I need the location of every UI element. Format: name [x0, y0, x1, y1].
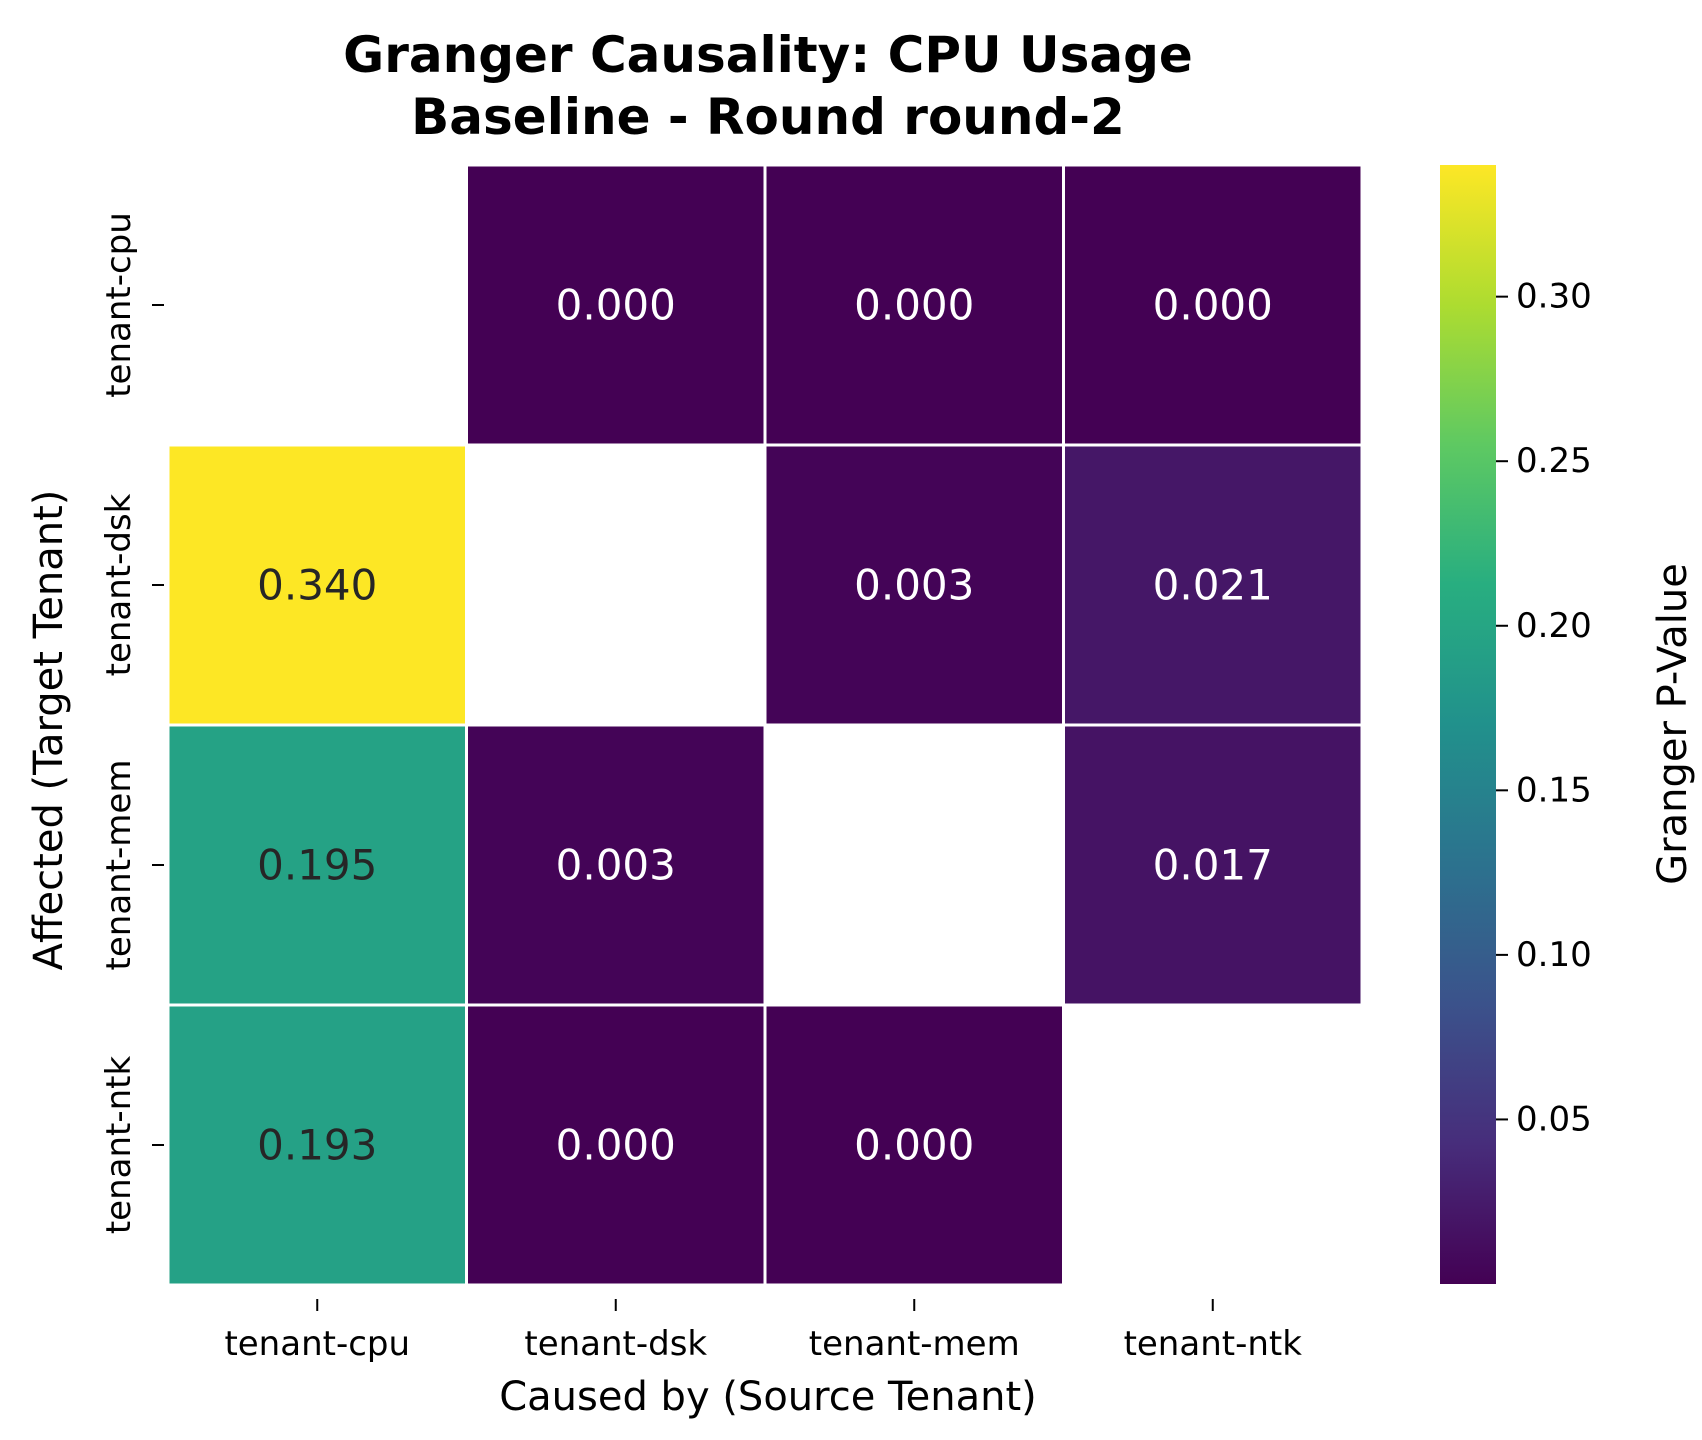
chart-title-line-2: Baseline - Round round-2	[411, 88, 1125, 146]
colorbar-tick-label: 0.15	[1516, 770, 1592, 810]
colorbar-tick-label: 0.05	[1516, 1099, 1592, 1139]
cell-value-label: 0.017	[1153, 841, 1273, 890]
heatmap-cell	[465, 723, 767, 1007]
y-tick-label: tenant-mem	[99, 760, 139, 971]
cell-value-label: 0.000	[1153, 281, 1273, 330]
y-tick-label: tenant-cpu	[99, 212, 139, 398]
heatmap-cell	[763, 443, 1065, 727]
cell-value-label: 0.021	[1153, 561, 1273, 610]
x-tick-label: tenant-mem	[809, 1324, 1020, 1364]
colorbar-ticks: 0.05 0.10 0.15 0.20 0.25 0.30	[1496, 277, 1592, 1139]
cell-value-label: 0.195	[257, 841, 377, 890]
cell-value-label: 0.340	[257, 561, 377, 610]
colorbar	[1440, 165, 1496, 1284]
heatmap-cell	[763, 1003, 1065, 1287]
cell-value-label: 0.000	[854, 1121, 974, 1170]
heatmap-cell	[763, 163, 1065, 447]
chart-title-line-1: Granger Causality: CPU Usage	[343, 26, 1193, 84]
colorbar-tick-label: 0.10	[1516, 935, 1592, 975]
x-axis-ticks: tenant-cpu tenant-dsk tenant-mem tenant-ntk	[224, 1299, 1302, 1364]
cell-value-label: 0.003	[854, 561, 974, 610]
y-tick-label: tenant-dsk	[99, 493, 139, 676]
heatmap-cells: 0.000 0.000 0.000 0.340 0.003 0.021 0.195 0.003…	[166, 163, 1364, 1287]
colorbar-tick-label: 0.25	[1516, 441, 1592, 481]
cell-value-label: 0.003	[556, 841, 676, 890]
cell-value-label: 0.000	[556, 281, 676, 330]
y-axis-label: Affected (Target Tenant)	[26, 490, 72, 971]
x-tick-label: tenant-cpu	[224, 1324, 410, 1364]
heatmap-cell	[166, 443, 468, 727]
heatmap-cell	[1062, 163, 1364, 447]
colorbar-label: Granger P-Value	[1650, 563, 1696, 885]
heatmap-cell	[465, 163, 767, 447]
cell-value-label: 0.000	[854, 281, 974, 330]
colorbar-tick-label: 0.20	[1516, 606, 1592, 646]
y-axis-ticks: tenant-cpu tenant-dsk tenant-mem tenant-ntk	[99, 212, 164, 1234]
heatmap-cell	[1062, 443, 1364, 727]
heatmap-cell	[166, 1003, 468, 1287]
x-tick-label: tenant-ntk	[1124, 1324, 1303, 1364]
y-tick-label: tenant-ntk	[99, 1056, 139, 1235]
x-tick-label: tenant-dsk	[524, 1324, 707, 1364]
heatmap-cell	[1062, 723, 1364, 1007]
x-axis-label: Caused by (Source Tenant)	[499, 1374, 1037, 1420]
cell-value-label: 0.193	[257, 1121, 377, 1170]
colorbar-tick-label: 0.30	[1516, 277, 1592, 317]
cell-value-label: 0.000	[556, 1121, 676, 1170]
